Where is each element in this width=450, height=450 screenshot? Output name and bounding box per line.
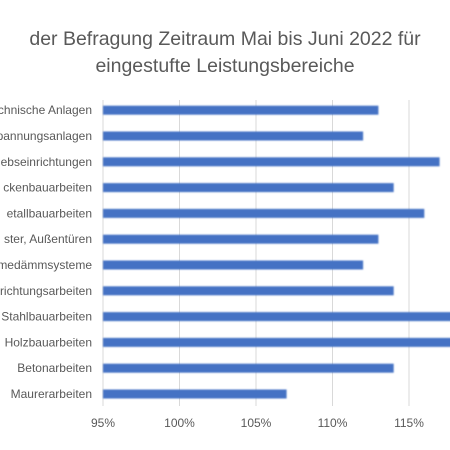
bar — [103, 312, 450, 322]
x-tick-label: 105% — [241, 416, 272, 430]
category-label: medämmsysteme — [0, 258, 92, 272]
bar — [103, 131, 364, 141]
category-label: Betonarbeiten — [17, 361, 92, 375]
chart-title-line-2: eingestufte Leistungsbereiche — [95, 55, 355, 77]
x-tick-label: 115% — [394, 416, 424, 430]
bar — [103, 286, 394, 296]
bar — [103, 105, 379, 115]
bar — [103, 389, 287, 399]
bar — [103, 260, 364, 270]
category-label: Holzbauarbeiten — [5, 335, 92, 349]
bar — [103, 157, 440, 167]
chart-title-line-1: der Befragung Zeitraum Mai bis Juni 2022… — [29, 28, 421, 50]
bar — [103, 337, 450, 347]
category-label: ckenbauarbeiten — [3, 181, 92, 195]
category-label: chnische Anlagen — [0, 103, 92, 117]
bar — [103, 183, 394, 193]
bar — [103, 208, 425, 218]
x-tick-label: 95% — [91, 416, 115, 430]
bar — [103, 234, 379, 244]
x-tick-label: 110% — [318, 416, 348, 430]
category-label: richtungsarbeiten — [0, 284, 92, 298]
category-label: ebseinrichtungen — [1, 155, 92, 169]
category-label: Maurerarbeiten — [11, 387, 92, 401]
category-label: ster, Außentüren — [4, 232, 92, 246]
bar — [103, 363, 394, 373]
category-label: etallbauarbeiten — [7, 206, 92, 220]
category-label: pannungsanlagen — [0, 129, 92, 143]
x-tick-label: 100% — [164, 416, 195, 430]
category-label: Stahlbauarbeiten — [1, 310, 92, 324]
